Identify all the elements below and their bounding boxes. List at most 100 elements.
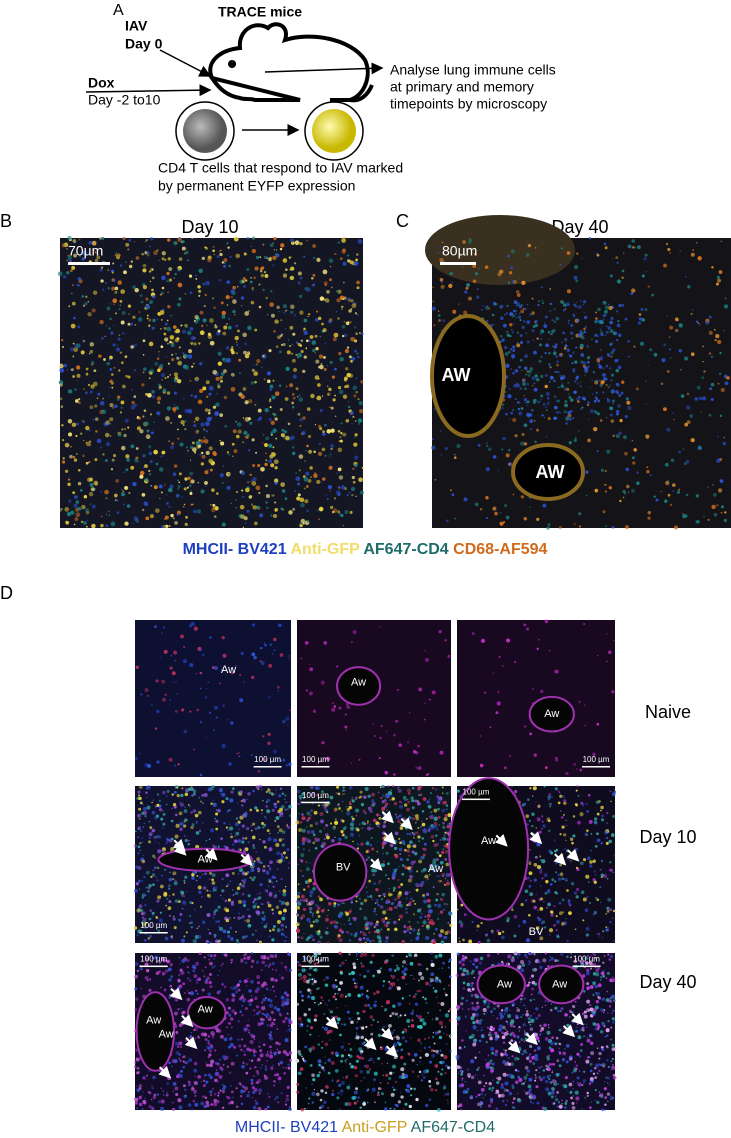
speckle (231, 1026, 233, 1029)
speckle (203, 305, 206, 308)
speckle (251, 368, 255, 372)
speckle (207, 954, 209, 956)
mouse-drawing (207, 22, 374, 103)
arrow (204, 847, 218, 861)
speckle (123, 471, 126, 474)
speckle (178, 297, 182, 301)
speckle (247, 894, 251, 898)
speckle (578, 305, 582, 309)
speckle (183, 659, 187, 664)
speckle (109, 355, 113, 360)
speckle (229, 255, 232, 259)
speckle (348, 355, 352, 359)
speckle (85, 525, 88, 528)
speckle (285, 856, 288, 860)
speckle (130, 345, 134, 349)
speckle (557, 790, 559, 792)
speckle (554, 396, 557, 399)
speckle (594, 817, 598, 821)
speckle (282, 792, 284, 795)
speckle (193, 1068, 198, 1073)
speckle (409, 927, 413, 931)
speckle (187, 259, 189, 261)
speckle (561, 247, 563, 250)
speckle (156, 396, 162, 401)
speckle (432, 286, 434, 288)
speckle (200, 489, 205, 494)
speckle (149, 280, 152, 283)
speckle (253, 276, 257, 280)
speckle (501, 935, 505, 940)
speckle (162, 822, 166, 826)
speckle (369, 921, 374, 926)
speckle (80, 432, 83, 435)
speckle (282, 273, 288, 278)
speckle (606, 399, 611, 403)
speckle (523, 442, 528, 446)
speckle (76, 422, 80, 426)
speckle (198, 439, 201, 442)
speckle (276, 1048, 279, 1051)
analysis-text: Analyse lung immune cells (390, 62, 556, 78)
speckle (241, 915, 245, 919)
speckle (314, 334, 318, 338)
speckle (679, 249, 682, 252)
speckle (154, 362, 159, 366)
speckle (528, 871, 533, 876)
speckle (219, 473, 224, 478)
speckle (433, 324, 436, 327)
speckle (596, 358, 601, 363)
speckle (599, 868, 602, 871)
speckle (266, 890, 269, 893)
speckle (439, 898, 444, 902)
speckle (407, 866, 411, 871)
speckle (518, 411, 523, 416)
speckle (627, 244, 632, 249)
speckle (573, 763, 577, 766)
speckle (414, 814, 419, 818)
speckle (140, 693, 143, 696)
speckle (594, 874, 597, 876)
speckle (537, 400, 541, 404)
speckle (368, 931, 371, 934)
speckle (113, 367, 116, 369)
speckle (430, 835, 435, 839)
speckle (232, 455, 234, 457)
speckle (544, 384, 548, 389)
speckle (221, 481, 224, 484)
speckle (62, 345, 64, 348)
speckle (198, 289, 202, 293)
speckle (520, 407, 524, 410)
speckle (340, 923, 342, 925)
speckle (439, 430, 442, 432)
speckle (275, 437, 278, 440)
speckle (343, 902, 345, 904)
speckle (295, 476, 301, 482)
speckle (172, 871, 177, 876)
speckle (193, 626, 198, 631)
speckle (172, 472, 177, 477)
speckle (445, 838, 449, 841)
speckle (388, 892, 392, 897)
speckle (168, 884, 171, 887)
speckle (387, 862, 390, 866)
speckle (81, 257, 85, 261)
scale-label: 100 µm (463, 788, 490, 797)
speckle (311, 914, 314, 917)
speckle (719, 414, 723, 418)
speckle (600, 348, 602, 351)
speckle (383, 924, 386, 926)
speckle (450, 791, 452, 793)
speckle (174, 813, 178, 817)
speckle (228, 453, 231, 456)
speckle (252, 505, 257, 510)
speckle (439, 860, 444, 865)
speckle (352, 467, 355, 471)
speckle (520, 441, 525, 446)
speckle (263, 378, 266, 381)
speckle (149, 826, 153, 830)
speckle (649, 473, 652, 477)
speckle (468, 939, 473, 944)
speckle (394, 831, 399, 836)
speckle (70, 445, 72, 448)
